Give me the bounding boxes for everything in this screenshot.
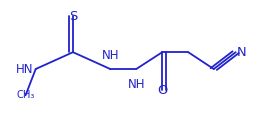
Text: N: N	[237, 46, 247, 59]
Text: O: O	[157, 84, 168, 97]
Text: S: S	[69, 10, 77, 23]
Text: NH: NH	[128, 79, 145, 91]
Text: HN: HN	[16, 62, 34, 75]
Text: CH₃: CH₃	[16, 90, 35, 100]
Text: NH: NH	[102, 49, 119, 62]
